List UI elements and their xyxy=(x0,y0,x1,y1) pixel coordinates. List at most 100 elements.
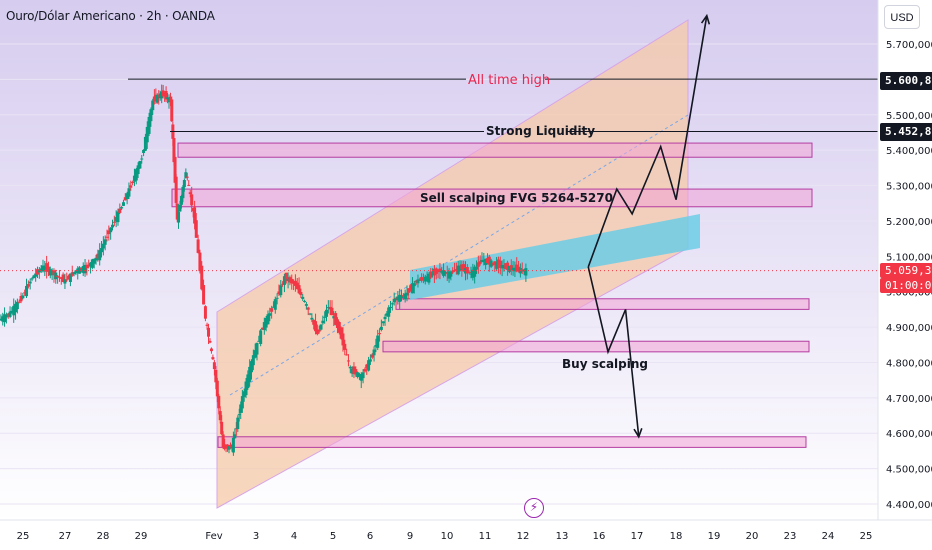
candle-body xyxy=(297,285,301,294)
x-tick-label: 11 xyxy=(479,531,492,542)
liquidity-label: Strong Liquidity xyxy=(486,124,596,138)
candle-body xyxy=(442,270,446,276)
candle-body xyxy=(185,176,189,178)
candle-body xyxy=(79,267,83,270)
candle-body xyxy=(416,279,420,284)
candle-body xyxy=(270,308,274,312)
candle-body xyxy=(454,269,458,271)
candle-body xyxy=(507,265,511,272)
candle-body xyxy=(240,396,244,409)
candle-body xyxy=(112,221,116,223)
candle-body xyxy=(504,263,508,270)
candle-body xyxy=(255,342,259,355)
candle-body xyxy=(151,100,155,111)
candle-body xyxy=(385,313,389,316)
candle-body xyxy=(409,285,413,291)
candle-body xyxy=(143,136,147,151)
candle-body xyxy=(83,264,87,274)
candle-body xyxy=(87,264,91,267)
candle-body xyxy=(445,272,449,274)
projection-path xyxy=(587,266,640,437)
y-tick-label: 5.500,000 xyxy=(886,111,932,122)
candle-body xyxy=(264,317,268,328)
candle-body xyxy=(370,354,374,358)
candle-body xyxy=(236,417,240,430)
candle-body xyxy=(290,278,294,284)
candle-body xyxy=(181,186,185,199)
candle-body xyxy=(205,324,209,326)
candle-body xyxy=(187,184,191,186)
candle-body xyxy=(378,333,382,335)
candle-body xyxy=(12,305,16,316)
candle-body xyxy=(174,176,178,203)
candle-body xyxy=(482,260,486,262)
candle-body xyxy=(456,265,460,275)
candle-body xyxy=(343,343,347,350)
candle-body xyxy=(41,265,45,272)
candle-body xyxy=(275,297,279,299)
candle-body xyxy=(172,138,176,163)
candle-body xyxy=(76,268,80,274)
y-tick-label: 5.100,000 xyxy=(886,252,932,263)
candle-body xyxy=(72,272,76,275)
candle-body xyxy=(217,395,221,409)
candle-body xyxy=(142,149,146,153)
candle-body xyxy=(425,276,429,281)
candle-body xyxy=(175,203,179,220)
candle-body xyxy=(21,295,25,299)
candle-body xyxy=(173,156,177,183)
candle-body xyxy=(28,281,32,284)
lightning-bolt-icon[interactable]: ⚡ xyxy=(524,498,544,518)
candle-body xyxy=(498,260,502,268)
candle-body xyxy=(221,434,225,448)
y-tick-label: 4.400,000 xyxy=(886,500,932,511)
candle-body xyxy=(376,335,380,348)
candle-body xyxy=(168,96,172,102)
candle-body xyxy=(136,165,140,175)
x-tick-label: 28 xyxy=(97,531,110,542)
candle-body xyxy=(273,299,277,310)
candle-body xyxy=(524,268,528,276)
candle-body xyxy=(123,197,127,201)
candle-body xyxy=(105,236,109,238)
candle-body xyxy=(414,280,418,283)
candle-body xyxy=(323,316,327,318)
candle-body xyxy=(132,175,136,182)
candle-body xyxy=(282,276,286,285)
candle-body xyxy=(403,293,407,300)
candle-body xyxy=(218,411,222,421)
candle-body xyxy=(52,270,56,276)
ath-label: All time high xyxy=(468,73,551,88)
y-tick-label: 4.600,000 xyxy=(886,429,932,440)
candle-body xyxy=(383,316,387,320)
candle-body xyxy=(107,230,111,235)
candle-body xyxy=(357,374,361,376)
candle-body xyxy=(120,207,124,209)
candle-body xyxy=(319,324,323,330)
candle-body xyxy=(17,301,21,303)
candle-body xyxy=(149,109,153,122)
candle-body xyxy=(257,340,261,342)
candle-body xyxy=(299,292,303,296)
candle-body xyxy=(436,269,440,272)
candle-body xyxy=(328,306,332,310)
y-tick-label: 5.000,000 xyxy=(886,288,932,299)
candle-body xyxy=(90,259,94,268)
candle-body xyxy=(500,265,504,269)
candle-body xyxy=(178,205,182,212)
x-tick-label: 12 xyxy=(517,531,530,542)
candle-body xyxy=(4,314,8,318)
candle-body xyxy=(170,99,174,122)
y-tick-label: 5.200,000 xyxy=(886,217,932,228)
candle-body xyxy=(281,283,285,285)
candle-body xyxy=(496,259,500,268)
candle-body xyxy=(484,258,488,265)
x-tick-label: 23 xyxy=(784,531,797,542)
candle-body xyxy=(50,271,54,275)
candle-body xyxy=(394,298,398,300)
currency-button[interactable]: USD xyxy=(884,5,920,29)
candle-body xyxy=(361,372,365,379)
candle-body xyxy=(103,239,107,245)
candle-body xyxy=(1,316,5,322)
